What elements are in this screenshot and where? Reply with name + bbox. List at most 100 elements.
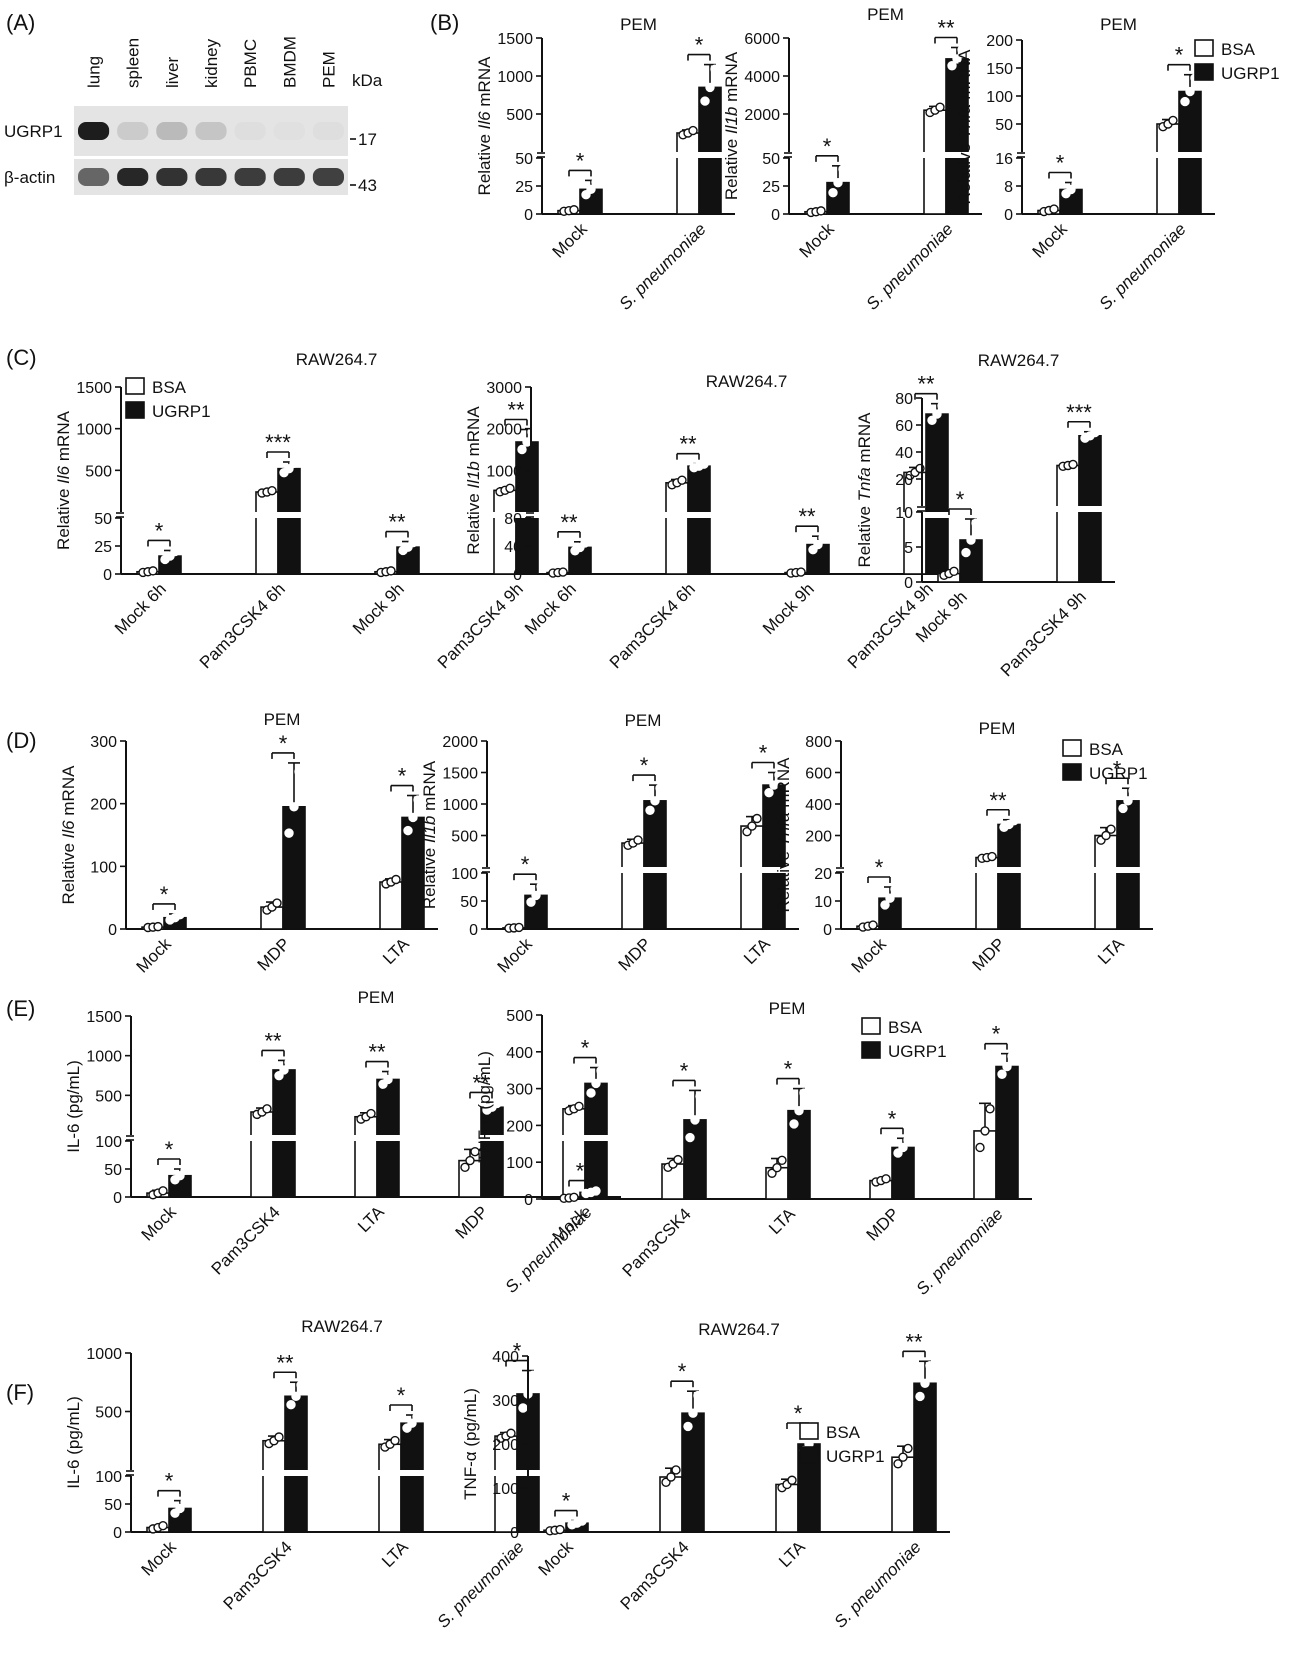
data-point — [465, 1155, 475, 1166]
data-point — [685, 1132, 695, 1143]
bar-break-gap — [740, 867, 764, 873]
bar-break-gap — [997, 867, 1021, 873]
y-tick-label: 6000 — [744, 31, 780, 48]
y-tick-label: 1500 — [86, 1009, 122, 1026]
legend-swatch-bsa — [1194, 39, 1214, 57]
y-axis-label: Relative Il6 mRNA — [54, 410, 73, 550]
lane-label: liver — [163, 56, 182, 88]
x-tick-label: Mock — [848, 934, 891, 977]
y-axis-label: Relative Il6 mRNA — [59, 765, 78, 905]
x-tick-label: MDP — [254, 934, 294, 974]
x-tick-label: Pam3CSK4 — [208, 1202, 284, 1278]
panel-letter: (B) — [430, 10, 459, 35]
blot-band — [117, 168, 149, 186]
data-point — [949, 566, 959, 577]
y-axis-label: IL-6 (pg/mL) — [64, 1060, 83, 1153]
y-tick-label: 2000 — [744, 107, 780, 124]
data-point — [705, 82, 715, 93]
significance-stars: * — [513, 1339, 522, 1364]
data-point — [294, 767, 304, 777]
bar-break-gap — [945, 152, 969, 158]
data-point — [596, 1066, 606, 1076]
blot-band — [195, 122, 227, 140]
data-point — [388, 1068, 398, 1078]
chart-title: PEM — [867, 5, 904, 24]
x-tick-label: Pam3CSK4 — [617, 1537, 693, 1613]
significance-stars: * — [888, 1106, 897, 1131]
data-point — [794, 1105, 804, 1116]
significance-stars: * — [576, 1159, 585, 1184]
data-point — [1068, 459, 1078, 470]
data-point — [903, 1135, 913, 1145]
data-point — [966, 535, 976, 545]
y-tick-label: 80 — [895, 391, 913, 408]
data-point — [591, 1186, 601, 1196]
lane-label: PEM — [319, 51, 338, 88]
y-label-gene: Tnfa — [774, 812, 793, 846]
data-point — [673, 1154, 683, 1165]
data-point — [890, 884, 900, 894]
legend-swatch-ugrp1 — [1194, 63, 1214, 81]
x-tick-label: Pam3CSK4 9h — [997, 587, 1090, 680]
x-tick-label: LTA — [379, 934, 413, 968]
x-tick-label: LTA — [378, 1537, 412, 1571]
data-point — [558, 567, 568, 577]
data-point — [366, 1108, 376, 1119]
legend-label-bsa: BSA — [1089, 740, 1124, 759]
data-point — [799, 1088, 809, 1098]
data-point — [158, 1186, 168, 1196]
chart-title: PEM — [264, 710, 301, 729]
data-point — [574, 1101, 584, 1111]
y-tick-label: 200 — [506, 1118, 533, 1135]
data-point — [774, 770, 784, 780]
significance-stars: ** — [264, 1028, 282, 1053]
y-label-gene: Il6 — [59, 820, 78, 839]
y-tick-label: 40 — [895, 445, 913, 462]
bar-ugrp1 — [687, 465, 711, 575]
bar-bsa — [775, 1483, 799, 1533]
data-point — [1185, 86, 1195, 97]
y-tick-label: 0 — [904, 575, 913, 592]
chart-title: PEM — [620, 15, 657, 34]
significance-stars: * — [581, 1036, 590, 1061]
data-point — [796, 567, 806, 577]
data-point — [898, 1142, 908, 1153]
bar-ugrp1 — [277, 467, 301, 575]
y-label-part: mRNA — [464, 406, 483, 461]
x-tick-label: Pam3CSK4 6h — [196, 579, 289, 672]
lane-label: lung — [85, 56, 104, 88]
legend-swatch-bsa — [125, 377, 145, 395]
data-point — [1007, 1051, 1017, 1061]
data-point — [591, 1078, 601, 1089]
data-point — [937, 401, 947, 411]
y-tick-label: 25 — [762, 179, 780, 196]
panel-letter: (A) — [6, 10, 35, 35]
data-point — [170, 546, 180, 557]
y-tick-label: 1000 — [497, 69, 533, 86]
data-point — [838, 164, 848, 174]
significance-stars: * — [678, 1359, 687, 1384]
bar-break-gap — [698, 152, 722, 158]
legend-swatch-ugrp1 — [1062, 763, 1082, 781]
data-point — [514, 922, 524, 933]
data-point — [1128, 786, 1138, 796]
data-point — [688, 1408, 698, 1418]
significance-stars: ** — [905, 1329, 923, 1354]
data-point — [816, 206, 826, 216]
x-tick-label: S. pneumoniae — [434, 1537, 528, 1631]
data-point — [262, 1104, 272, 1114]
significance-stars: * — [160, 882, 169, 907]
blot-band — [273, 168, 305, 186]
blot-band — [156, 168, 188, 186]
y-axis-label: TNF-α (pg/mL) — [475, 1051, 494, 1163]
x-tick-label: MDP — [969, 934, 1009, 974]
bar-bsa — [621, 842, 645, 930]
y-tick-label: 0 — [823, 922, 832, 939]
significance-stars: * — [521, 852, 530, 877]
y-tick-label: 0 — [103, 567, 112, 584]
bar-break-gap — [494, 1470, 518, 1476]
y-tick-label: 100 — [95, 1134, 122, 1151]
x-tick-label: S. pneumoniae — [913, 1204, 1007, 1298]
